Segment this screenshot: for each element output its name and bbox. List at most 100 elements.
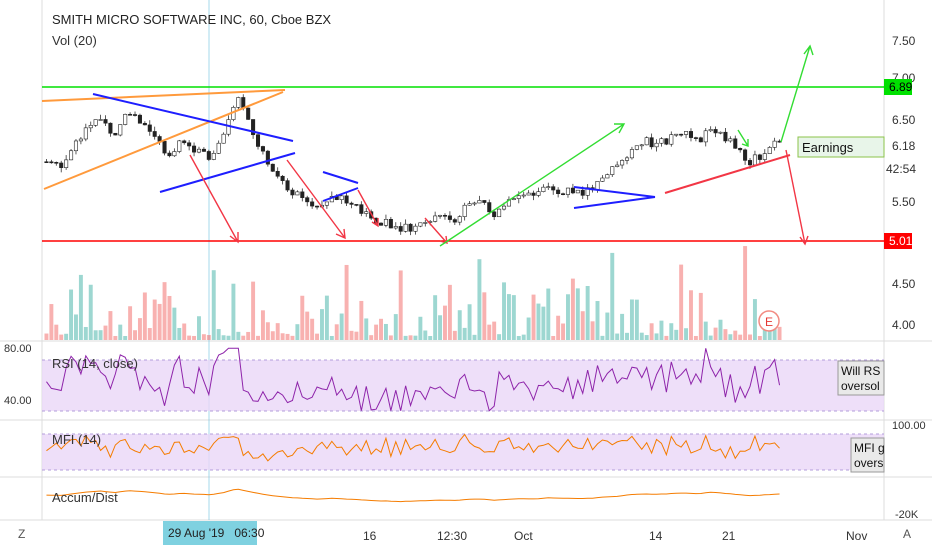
volume-bar xyxy=(723,329,728,340)
volume-bar xyxy=(192,335,197,340)
candle-body xyxy=(398,226,403,232)
volume-bar xyxy=(752,299,757,340)
candle-body xyxy=(580,189,585,196)
candle-body xyxy=(728,138,733,142)
candle-body xyxy=(743,149,748,161)
candle-body xyxy=(69,150,74,161)
price-tick: 4.00 xyxy=(892,318,916,332)
volume-bar xyxy=(339,313,344,340)
volume-bar xyxy=(142,292,147,340)
volume-bar xyxy=(654,333,659,340)
candle-body xyxy=(615,164,620,167)
candle-body xyxy=(300,191,305,198)
volume-bar xyxy=(78,274,83,340)
arrows[interactable] xyxy=(189,44,814,247)
candle-body xyxy=(167,152,172,157)
volume-bar xyxy=(620,313,625,340)
volume-bar xyxy=(162,282,167,340)
candle-body xyxy=(457,216,462,223)
volume-bar xyxy=(408,335,413,340)
volume-bar xyxy=(374,324,379,340)
candle-body xyxy=(241,97,246,109)
candle-body xyxy=(108,122,113,134)
candle-body xyxy=(747,160,753,166)
candle-body xyxy=(339,195,344,200)
rsi-callout-box[interactable] xyxy=(837,360,885,396)
candle-body xyxy=(497,208,502,218)
candle-body xyxy=(733,138,738,149)
candle-body xyxy=(88,125,93,129)
candle-body xyxy=(708,129,713,132)
volume-bar xyxy=(762,326,767,340)
volume-bar xyxy=(211,270,216,340)
volume-bar xyxy=(590,321,595,340)
candle-body xyxy=(516,195,521,199)
zoom-button[interactable]: Z xyxy=(18,527,25,541)
candle-body xyxy=(280,175,285,181)
green-arrow-1 xyxy=(439,123,626,247)
candle-body xyxy=(54,162,59,164)
candle-body xyxy=(664,138,669,145)
candle-body xyxy=(492,211,497,218)
volume-bar xyxy=(610,252,615,340)
candle-body xyxy=(482,200,487,203)
volume-bar xyxy=(270,331,275,340)
mfi-callout-box[interactable] xyxy=(850,437,885,473)
mfi-line xyxy=(46,433,780,462)
candle-body xyxy=(644,137,649,146)
candle-body xyxy=(177,140,182,152)
candle-body xyxy=(442,214,448,217)
auto-scale-button[interactable]: A xyxy=(903,527,911,541)
earnings-callout-box[interactable] xyxy=(797,136,885,158)
volume-bar xyxy=(443,305,447,340)
volume-bar xyxy=(551,335,556,340)
volume-bar xyxy=(69,289,74,340)
candle-body xyxy=(757,154,762,160)
volume-bar xyxy=(103,325,108,340)
support-price-label: 5.01 xyxy=(889,234,913,248)
volume-bar xyxy=(98,330,103,340)
earnings-marker[interactable]: E xyxy=(758,310,780,332)
candle-body xyxy=(44,161,49,164)
symbol-title: SMITH MICRO SOFTWARE INC, 60, Cboe BZX xyxy=(52,12,331,27)
candle-body xyxy=(526,192,531,196)
volume-bar xyxy=(738,334,743,340)
volume-bar xyxy=(733,330,738,340)
volume-bar xyxy=(128,306,133,340)
volume-bar xyxy=(438,315,443,340)
candle-body xyxy=(654,142,659,148)
candle-body xyxy=(772,140,777,148)
trend-drawings[interactable] xyxy=(41,89,791,209)
candle-body xyxy=(408,223,413,232)
volume-bar xyxy=(605,312,610,340)
volume-bar xyxy=(703,321,708,340)
mfi-callout-line1: MFI g xyxy=(854,441,885,455)
candle-body xyxy=(255,134,261,147)
candle-body xyxy=(585,187,590,196)
candle-body xyxy=(132,114,138,116)
volume-bar xyxy=(708,335,713,340)
red-trendline xyxy=(664,154,791,194)
volume-bar xyxy=(585,285,590,340)
volume-bar xyxy=(674,329,679,340)
candle-body xyxy=(378,222,384,226)
red-arrow-3 xyxy=(357,189,379,228)
orange-trendline-lower xyxy=(43,91,284,190)
volume-bar xyxy=(757,336,762,340)
volume-bar xyxy=(487,324,492,340)
volume-bar xyxy=(201,334,206,340)
volume-bar xyxy=(280,333,285,340)
candle-body xyxy=(152,131,157,137)
volume-bar xyxy=(423,330,428,340)
volume-bar xyxy=(580,311,585,340)
blue-trendline-lower xyxy=(159,152,296,193)
volume-bar xyxy=(595,301,600,340)
volume-bar xyxy=(615,333,620,340)
volume-bar xyxy=(241,335,246,340)
candle-body xyxy=(246,107,251,120)
bar-countdown-label: 42:54 xyxy=(886,162,916,176)
volume-bar xyxy=(152,299,157,340)
volume-bars xyxy=(44,246,782,340)
candle-body xyxy=(447,215,452,220)
